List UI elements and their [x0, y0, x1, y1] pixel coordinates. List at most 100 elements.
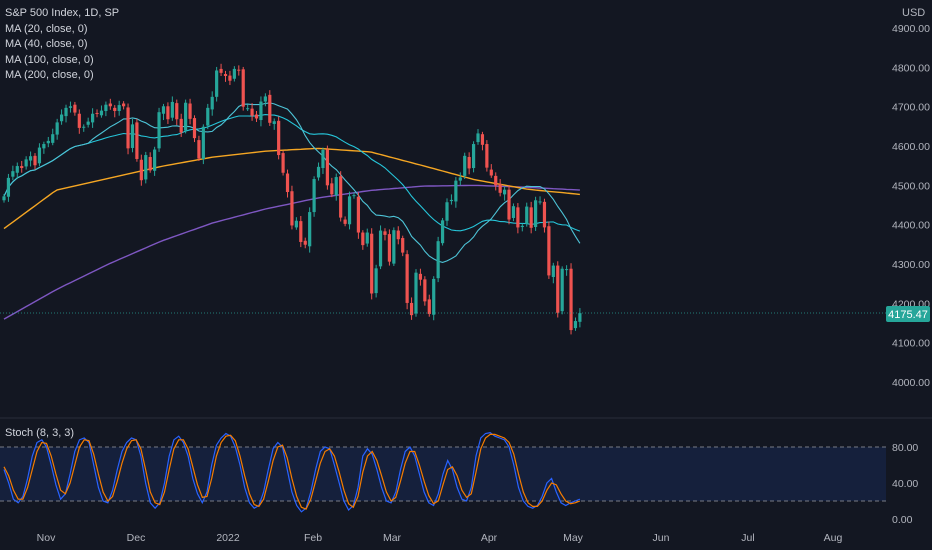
candle-body: [272, 121, 276, 124]
candle-body: [15, 166, 19, 173]
candle-body: [534, 200, 538, 228]
candle-body: [201, 126, 205, 159]
legend-ma40[interactable]: MA (40, close, 0): [5, 38, 88, 50]
candle-body: [440, 220, 445, 244]
candle-body: [299, 221, 303, 242]
candle-body: [77, 113, 81, 128]
candle-body: [525, 206, 529, 224]
candle-body: [374, 268, 378, 294]
candle-body: [259, 101, 263, 121]
candle-body: [122, 103, 126, 107]
price-axis[interactable]: USD 4000.004100.004200.004300.004400.004…: [892, 7, 930, 389]
candle-body: [405, 254, 409, 303]
time-tick-label: 2022: [216, 532, 240, 544]
candle-body: [356, 196, 360, 233]
candle-body: [46, 140, 50, 144]
ma100-line: [3, 147, 580, 230]
candle-body: [458, 177, 462, 181]
candle-body: [427, 299, 431, 314]
candle-body: [471, 144, 476, 169]
candle-body: [51, 134, 55, 143]
candle-body: [277, 120, 281, 156]
candle-body: [99, 110, 104, 116]
candle-body: [445, 202, 449, 221]
last-price-value: 4175.47: [888, 309, 928, 321]
legend-ma200[interactable]: MA (200, close, 0): [5, 69, 94, 81]
candle-body: [285, 173, 290, 193]
last-price-tag: 4175.47: [886, 306, 930, 322]
candle-body: [511, 206, 516, 218]
stochastic-pane[interactable]: [0, 431, 886, 513]
candle-body: [436, 241, 440, 279]
time-axis[interactable]: Nov Dec 2022 Feb Mar Apr May Jun Jul Aug: [37, 532, 843, 544]
candle-body: [82, 126, 86, 128]
candle-body: [290, 191, 294, 226]
candle-body: [206, 107, 210, 126]
candle-body: [339, 176, 343, 218]
candle-body: [303, 240, 307, 245]
candle-body: [370, 233, 374, 294]
candle-body: [498, 184, 502, 193]
oscillator-title[interactable]: Stoch (8, 3, 3): [5, 427, 75, 439]
candle-body: [476, 133, 480, 143]
stochastic-lines: [3, 431, 581, 513]
candle-body: [502, 189, 507, 195]
candle-body: [219, 68, 223, 73]
price-tick-label: 4700.00: [892, 102, 930, 114]
time-tick-label: Dec: [127, 532, 146, 544]
candle-body: [538, 201, 542, 203]
price-pane[interactable]: [0, 63, 886, 335]
candlesticks: [2, 63, 582, 335]
candle-body: [383, 231, 387, 235]
candle-body: [6, 177, 11, 197]
candle-body: [68, 106, 73, 108]
candle-body: [33, 155, 37, 166]
price-tick-label: 4600.00: [892, 141, 930, 153]
time-tick-label: Apr: [481, 532, 498, 544]
price-tick-label: 4500.00: [892, 180, 930, 192]
candle-body: [343, 219, 347, 224]
candle-body: [232, 68, 236, 79]
candle-body: [237, 69, 241, 71]
candle-body: [489, 169, 493, 176]
candle-body: [42, 144, 46, 149]
candle-body: [494, 175, 498, 186]
candle-body: [578, 313, 582, 322]
candle-body: [241, 69, 245, 107]
candle-body: [432, 278, 436, 315]
candle-body: [179, 118, 183, 133]
candle-body: [560, 268, 564, 312]
candle-body: [556, 265, 560, 313]
candle-body: [281, 153, 285, 173]
symbol-title[interactable]: S&P 500 Index, 1D, SP: [5, 7, 120, 19]
candle-body: [418, 273, 423, 280]
candle-body: [37, 147, 42, 164]
time-tick-label: Jun: [653, 532, 670, 544]
candle-body: [263, 96, 267, 102]
candle-body: [551, 265, 555, 277]
candle-body: [166, 106, 170, 120]
candle-body: [117, 105, 121, 111]
candle-body: [254, 114, 259, 119]
price-tick-label: 4100.00: [892, 338, 930, 350]
candle-body: [246, 108, 250, 110]
legend-ma20[interactable]: MA (20, close, 0): [5, 22, 88, 35]
candle-body: [330, 183, 334, 195]
candle-body: [95, 112, 99, 114]
candle-body: [223, 74, 228, 76]
stoch-k-line: [3, 431, 581, 513]
legend-ma100[interactable]: MA (100, close, 0): [5, 53, 94, 66]
candle-body: [64, 107, 68, 117]
candle-body: [59, 114, 64, 122]
candle-body: [507, 189, 511, 220]
candle-body: [228, 75, 232, 81]
candle-body: [144, 155, 148, 180]
stoch-tick-label: 40.00: [892, 478, 918, 490]
time-tick-label: May: [563, 532, 584, 544]
candle-body: [401, 238, 405, 253]
candle-body: [423, 279, 427, 302]
candle-body: [192, 118, 197, 139]
stochastic-axis: 0.00 40.00 80.00: [892, 442, 918, 526]
candle-body: [104, 104, 108, 111]
